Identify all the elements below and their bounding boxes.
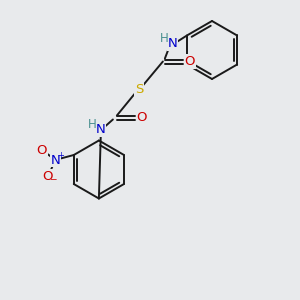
Text: H: H (88, 118, 96, 131)
Text: −: − (49, 175, 56, 184)
Text: O: O (184, 55, 195, 68)
Text: N: N (96, 123, 106, 136)
Text: H: H (160, 32, 168, 45)
Text: +: + (57, 151, 64, 160)
Text: O: O (43, 169, 53, 182)
Text: O: O (37, 143, 47, 157)
Text: O: O (136, 111, 147, 124)
Text: N: N (51, 154, 61, 166)
Text: N: N (168, 37, 178, 50)
Text: S: S (135, 83, 143, 96)
